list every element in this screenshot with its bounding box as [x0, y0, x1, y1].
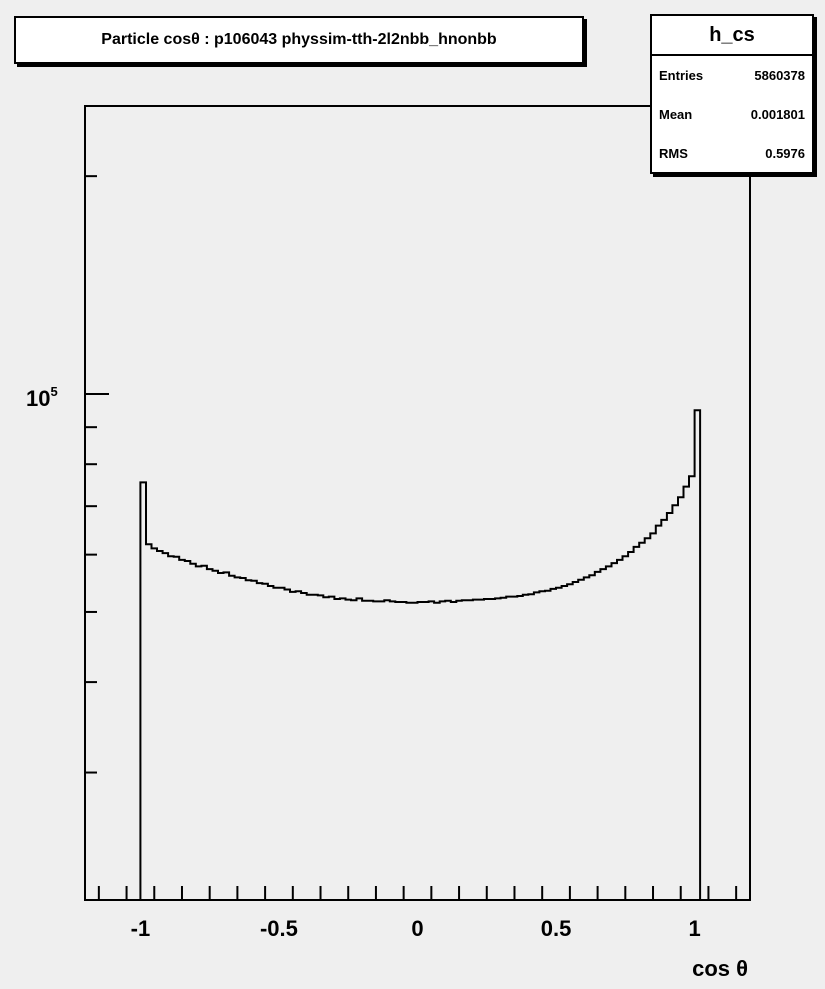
stats-label: Entries: [659, 68, 704, 83]
stats-row-rms: RMS 0.5976: [652, 134, 812, 173]
plot-title: Particle cosθ : p106043 physsim-tth-2l2n…: [101, 31, 497, 48]
stats-label: RMS: [659, 146, 688, 161]
stats-value: 5860378: [754, 68, 805, 83]
title-box: Particle cosθ : p106043 physsim-tth-2l2n…: [14, 16, 584, 64]
histogram-layer: [139, 409, 702, 901]
x-tick-label: -0.5: [260, 916, 298, 941]
plot-frame: [84, 105, 751, 901]
x-tick-label: 0: [411, 916, 423, 941]
stats-box: h_cs Entries 5860378 Mean 0.001801 RMS 0…: [650, 14, 814, 174]
x-tick-label: 0.5: [541, 916, 572, 941]
stats-row-entries: Entries 5860378: [652, 56, 812, 95]
x-axis: -1 -0.5 0 0.5 1: [97, 886, 738, 941]
stats-value: 0.5976: [765, 146, 805, 161]
x-axis-label: cos θ: [692, 956, 748, 981]
y-axis: 105: [26, 175, 109, 774]
stats-row-mean: Mean 0.001801: [652, 95, 812, 134]
x-tick-label: 1: [688, 916, 700, 941]
stats-label: Mean: [659, 107, 693, 122]
y-tick-label: 105: [26, 384, 58, 411]
histogram-series: [139, 409, 702, 901]
x-tick-label: -1: [131, 916, 151, 941]
stats-histogram-name: h_cs: [652, 16, 812, 56]
stats-value: 0.001801: [750, 107, 805, 122]
